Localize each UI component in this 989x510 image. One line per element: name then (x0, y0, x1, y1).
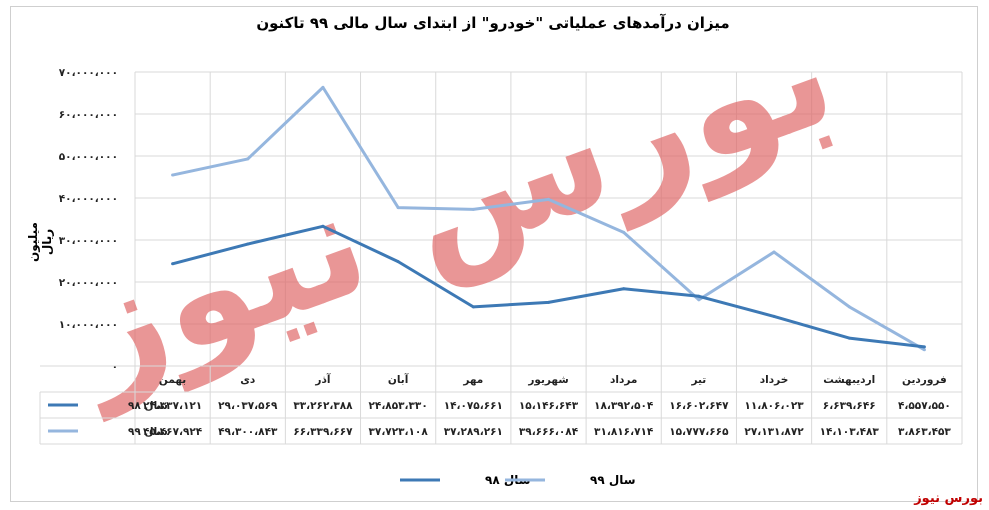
x-tick-label: آذر (314, 373, 330, 386)
data-point (622, 287, 626, 291)
x-tick-label: مرداد (610, 374, 637, 386)
data-point (697, 294, 701, 298)
data-label: ۱۱،۸۰۶،۰۲۳ (744, 400, 804, 412)
data-label: ۱۵،۷۷۷،۶۶۵ (669, 426, 729, 438)
data-point (171, 173, 175, 177)
data-point (171, 262, 175, 266)
table-series-name: سال ۹۸ (128, 400, 168, 412)
x-tick-label: آبان (388, 373, 409, 386)
x-tick-label: خرداد (760, 374, 788, 386)
data-point (622, 230, 626, 234)
data-point (922, 348, 926, 352)
data-point (772, 314, 776, 318)
data-label: ۳۹،۶۶۶،۰۸۴ (519, 426, 579, 438)
data-label: ۲۴،۳۳۷،۱۲۱ (143, 400, 202, 412)
x-tick-label: فروردین (902, 374, 947, 386)
watermark-logo: بورس نیوز (43, 0, 855, 423)
data-label: ۲۷،۱۳۱،۸۷۲ (744, 426, 804, 438)
data-point (246, 242, 250, 246)
chart-title: میزان درآمدهای عملیاتی "خودرو" از ابتدای… (256, 14, 730, 32)
data-label: ۴،۵۵۷،۵۵۰ (898, 400, 951, 412)
data-point (847, 305, 851, 309)
brand-logo: بورس نیوز (914, 491, 983, 506)
data-label: ۶۶،۳۳۹،۶۶۷ (293, 426, 353, 438)
x-tick-label: شهریور (527, 374, 568, 386)
data-label: ۶،۶۳۹،۶۴۶ (823, 400, 876, 412)
data-label: ۱۵،۱۴۶،۶۴۳ (519, 400, 579, 412)
data-point (246, 157, 250, 161)
legend-label: سال ۹۹ (590, 473, 636, 487)
y-tick-label: ۲۰،۰۰۰،۰۰۰ (59, 277, 118, 289)
data-point (547, 197, 550, 201)
table-series-name: سال ۹۹ (128, 426, 168, 438)
y-tick-label: ۷۰،۰۰۰،۰۰۰ (59, 67, 118, 79)
data-point (471, 305, 475, 309)
data-label: ۱۴،۰۷۵،۶۶۱ (444, 400, 503, 412)
data-label: ۱۸،۳۹۲،۵۰۴ (594, 400, 654, 412)
data-label: ۳۳،۲۶۲،۳۸۸ (293, 400, 353, 412)
x-tick-label: تیر (690, 374, 706, 386)
data-point (547, 300, 550, 304)
y-tick-label: ۵۰،۰۰۰،۰۰۰ (59, 151, 118, 163)
data-label: ۲۴،۸۵۳،۳۳۰ (369, 400, 428, 412)
chart-frame (10, 6, 978, 502)
y-tick-label: ۳۰،۰۰۰،۰۰۰ (59, 235, 118, 247)
data-point (396, 260, 400, 264)
data-label: ۲۹،۰۳۷،۵۶۹ (218, 400, 278, 412)
data-label: ۱۶،۶۰۲،۶۴۷ (669, 400, 729, 412)
data-label: ۳،۸۶۳،۴۵۳ (898, 426, 951, 438)
data-label: ۳۷،۲۸۹،۲۶۱ (444, 426, 503, 438)
data-point (471, 207, 475, 211)
data-label: ۱۴،۱۰۳،۴۸۳ (820, 426, 880, 438)
data-label: ۴۵،۴۶۷،۹۲۴ (143, 426, 203, 438)
data-point (847, 336, 851, 340)
data-point (321, 224, 325, 228)
data-label: ۳۱،۸۱۶،۷۱۴ (594, 426, 654, 438)
data-point (697, 298, 701, 302)
y-tick-label: ۴۰،۰۰۰،۰۰۰ (59, 193, 118, 205)
data-point (321, 85, 325, 89)
y-tick-label: ۰ (112, 361, 118, 373)
y-tick-label: ۱۰،۰۰۰،۰۰۰ (59, 319, 118, 331)
data-label: ۳۷،۷۲۳،۱۰۸ (369, 426, 429, 438)
data-point (396, 206, 400, 210)
data-label: ۴۹،۳۰۰،۸۴۳ (218, 426, 278, 438)
y-tick-label: ۶۰،۰۰۰،۰۰۰ (59, 109, 118, 121)
data-point (922, 345, 926, 349)
x-tick-label: مهر (462, 374, 483, 386)
x-tick-label: دی (240, 374, 256, 386)
x-tick-label: اردیبهشت (823, 374, 875, 386)
data-point (772, 250, 776, 254)
x-tick-label: بهمن (159, 374, 186, 386)
